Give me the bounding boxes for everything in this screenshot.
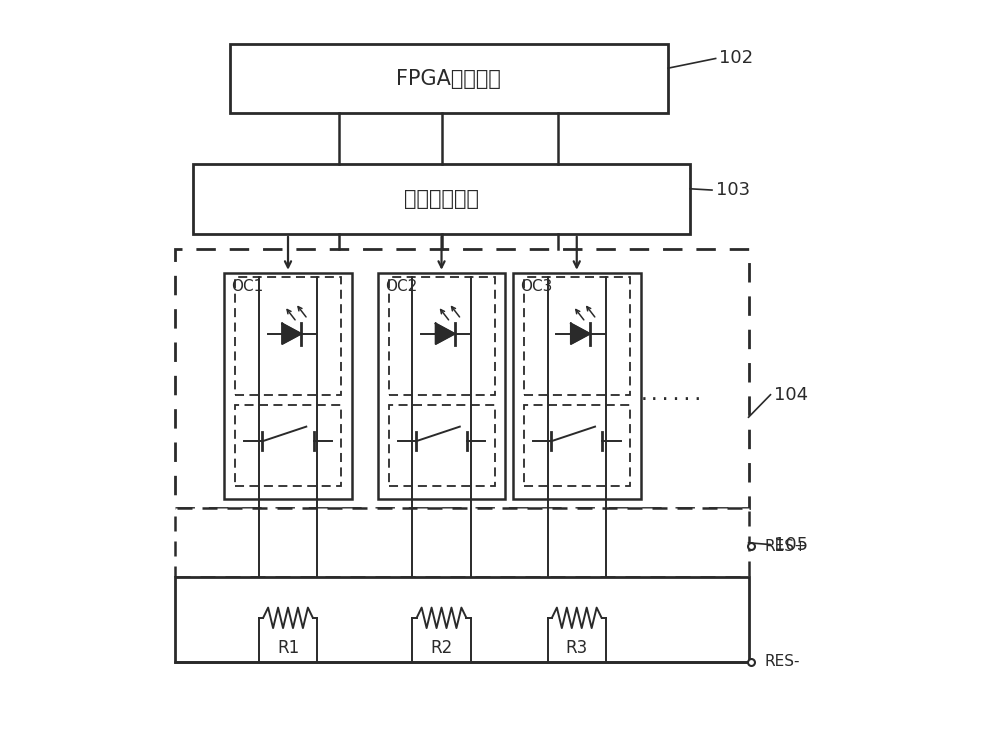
Text: OC3: OC3	[520, 279, 552, 294]
Polygon shape	[571, 324, 590, 344]
Bar	[389, 404, 495, 486]
Text: OC2: OC2	[385, 279, 417, 294]
Bar	[175, 249, 749, 508]
Bar	[193, 164, 690, 234]
Bar	[224, 273, 352, 499]
Bar	[389, 277, 495, 395]
Text: FPGA控制电路: FPGA控制电路	[396, 69, 501, 88]
Text: RES-: RES-	[765, 654, 800, 669]
Text: OC1: OC1	[231, 279, 264, 294]
Bar	[513, 273, 641, 499]
Bar	[175, 577, 749, 662]
Text: R2: R2	[430, 640, 453, 657]
Text: 光耦驱动电路: 光耦驱动电路	[404, 189, 479, 209]
Bar	[175, 508, 749, 577]
Text: 105: 105	[774, 536, 808, 553]
Bar	[230, 44, 668, 113]
Text: 104: 104	[774, 386, 808, 404]
Polygon shape	[436, 324, 455, 344]
Bar	[235, 277, 341, 395]
Text: RES+: RES+	[765, 539, 807, 554]
Polygon shape	[282, 324, 301, 344]
Bar	[524, 404, 630, 486]
Bar	[378, 273, 505, 499]
Text: ......: ......	[639, 386, 704, 404]
Text: 102: 102	[719, 50, 753, 67]
Text: R3: R3	[566, 640, 588, 657]
Bar	[235, 404, 341, 486]
Text: R1: R1	[277, 640, 299, 657]
Text: 103: 103	[716, 181, 750, 199]
Bar	[524, 277, 630, 395]
